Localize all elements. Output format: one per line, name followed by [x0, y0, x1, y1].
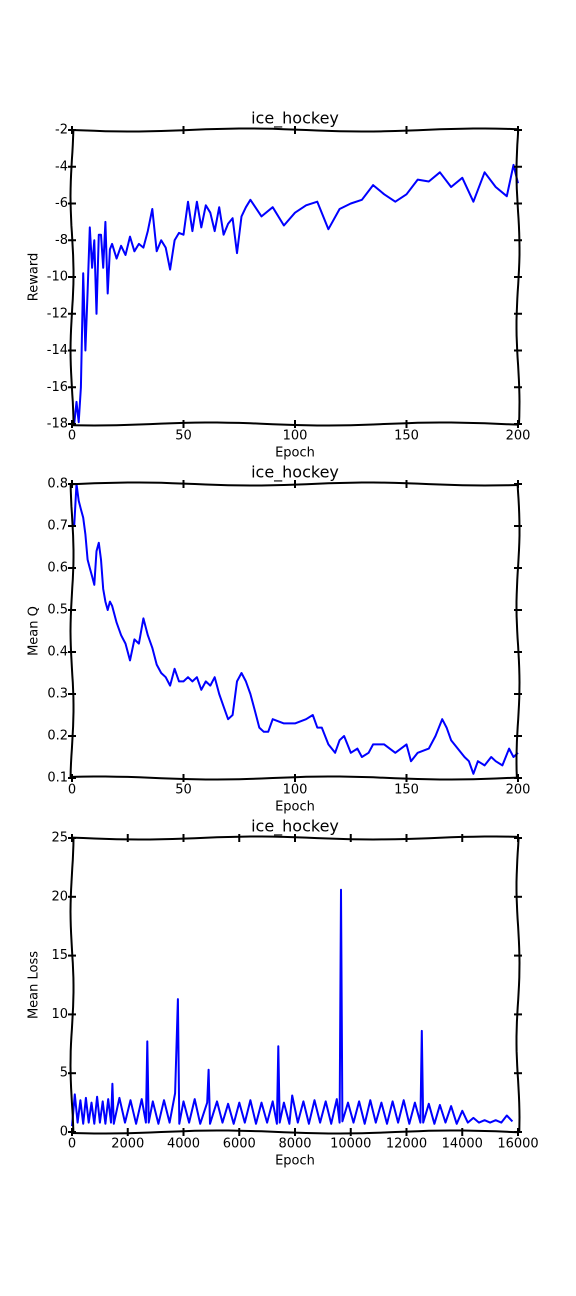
x-tick-label: 50 [175, 429, 192, 444]
axis-frame [69, 483, 75, 779]
x-tick-label: 2000 [111, 1137, 144, 1152]
x-tick-label: 150 [394, 783, 419, 798]
x-axis-label: Epoch [275, 1154, 315, 1169]
y-tick-label: 10 [51, 1007, 68, 1022]
x-tick-label: 150 [394, 429, 419, 444]
x-axis-label: Epoch [275, 800, 315, 815]
x-tick-label: 0 [68, 429, 76, 444]
chart-title: ice_hockey [251, 817, 339, 837]
y-tick-label: 0.8 [47, 477, 68, 492]
y-tick-label: 15 [51, 948, 68, 963]
x-tick-label: 6000 [223, 1137, 256, 1152]
chart-title: ice_hockey [251, 109, 339, 129]
x-tick-label: 200 [506, 783, 531, 798]
y-tick-label: 0.3 [47, 687, 68, 702]
y-tick-label: -18 [47, 417, 68, 432]
y-tick-label: 0.5 [47, 603, 68, 618]
x-tick-label: 8000 [278, 1137, 311, 1152]
y-axis-label: Mean Loss [27, 951, 42, 1019]
y-tick-label: 0.7 [47, 519, 68, 534]
y-tick-label: -12 [47, 306, 68, 321]
y-tick-label: -6 [55, 196, 68, 211]
y-tick-label: -16 [47, 380, 68, 395]
y-tick-label: 0.1 [47, 771, 68, 786]
x-tick-label: 4000 [167, 1137, 200, 1152]
y-axis-label: Reward [27, 253, 42, 301]
x-tick-label: 12000 [386, 1137, 427, 1152]
y-tick-label: 0 [60, 1125, 68, 1140]
y-tick-label: 0.6 [47, 561, 68, 576]
data-line [73, 163, 519, 425]
y-tick-label: 5 [60, 1066, 68, 1081]
y-tick-label: 25 [51, 831, 68, 846]
x-tick-label: 100 [283, 429, 308, 444]
axis-frame [515, 837, 521, 1133]
x-tick-label: 0 [68, 1137, 76, 1152]
data-line [71, 888, 514, 1127]
x-tick-label: 10000 [330, 1137, 371, 1152]
y-tick-label: 20 [51, 889, 68, 904]
x-tick-label: 16000 [497, 1137, 538, 1152]
y-tick-label: -10 [47, 270, 68, 285]
y-tick-label: -14 [47, 343, 68, 358]
x-axis-label: Epoch [275, 446, 315, 461]
x-tick-label: 200 [506, 429, 531, 444]
y-tick-label: -8 [55, 233, 68, 248]
chart-title: ice_hockey [251, 463, 339, 483]
x-tick-label: 100 [283, 783, 308, 798]
y-tick-label: 0.2 [47, 729, 68, 744]
x-tick-label: 0 [68, 783, 76, 798]
y-axis-label: Mean Q [27, 606, 42, 656]
y-tick-label: 0.4 [47, 645, 68, 660]
axis-frame [69, 837, 75, 1133]
data-line [73, 483, 519, 775]
x-tick-label: 14000 [442, 1137, 483, 1152]
y-tick-label: -2 [55, 123, 68, 138]
axis-frame [515, 483, 521, 779]
x-tick-label: 50 [175, 783, 192, 798]
y-tick-label: -4 [55, 159, 68, 174]
